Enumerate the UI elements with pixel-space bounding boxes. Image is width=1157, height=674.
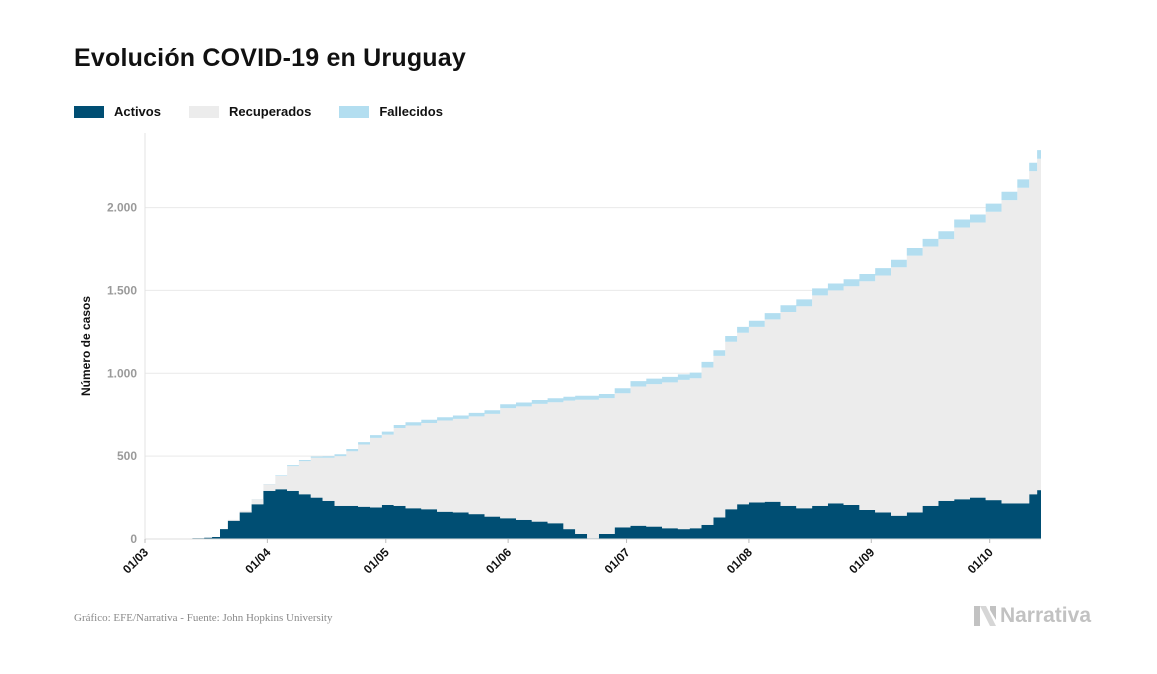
area-activos [192,489,1041,539]
y-tick-label-1000: 1.000 [107,366,137,380]
y-tick-label-0: 0 [130,532,137,546]
x-tick-label-01/04: 01/04 [242,545,273,576]
x-tick-label-01/10: 01/10 [965,545,996,576]
y-axis-label: Número de casos [79,296,93,396]
legend-swatch-recuperados [188,105,219,118]
x-tick-label-01/03: 01/03 [120,545,151,576]
x-tick-label-01/06: 01/06 [483,545,514,576]
brand-name: Narrativa [999,604,1091,627]
area-recuperados [192,158,1041,539]
y-tick-label-1500: 1.500 [107,283,137,297]
legend-item-activos: Activos [74,104,161,119]
y-tick-label-500: 500 [117,449,137,463]
narrativa-n-icon [973,606,996,626]
x-tick-label-01/08: 01/08 [724,545,755,576]
legend-item-fallecidos: Fallecidos [339,104,443,119]
source-note: Gráfico: EFE/Narrativa - Fuente: John Ho… [74,612,333,624]
legend-label-fallecidos: Fallecidos [379,104,443,119]
legend-label-recuperados: Recuperados [228,104,312,119]
legend: Activos Recuperados Fallecidos [74,104,443,119]
brand-logo: Narrativa [973,604,1091,628]
x-tick-label-01/09: 01/09 [846,545,877,576]
x-tick-label-01/07: 01/07 [602,545,633,576]
legend-label-activos: Activos [114,104,161,119]
chart-title: Evolución COVID-19 en Uruguay [74,44,466,72]
legend-swatch-activos [74,105,104,118]
legend-swatch-fallecidos [339,105,370,118]
legend-item-recuperados: Recuperados [188,104,312,119]
y-tick-label-2000: 2.000 [107,201,137,215]
x-tick-label-01/05: 01/05 [361,545,392,576]
